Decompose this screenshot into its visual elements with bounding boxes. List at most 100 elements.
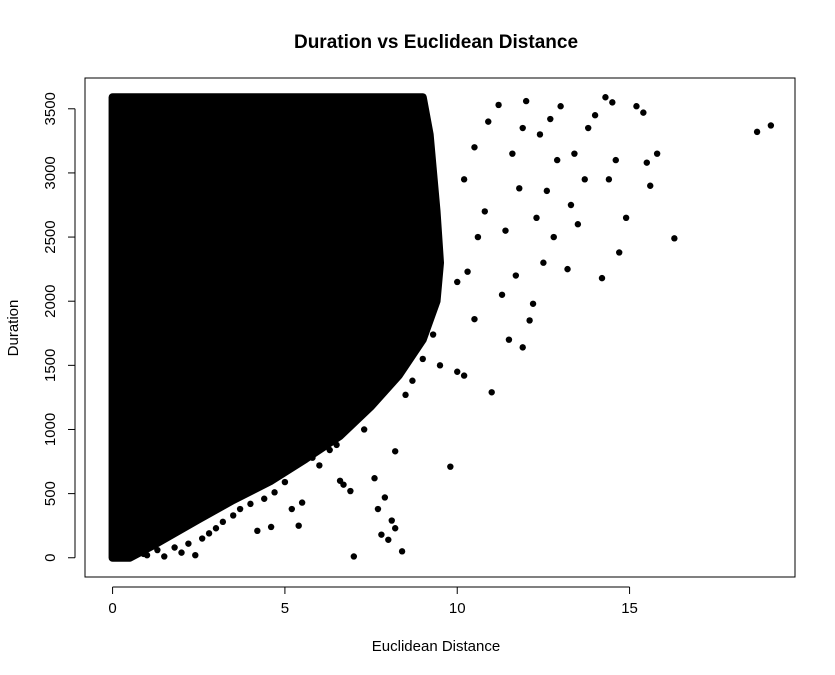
data-point <box>591 112 599 119</box>
data-point <box>391 448 399 455</box>
data-point <box>295 522 302 529</box>
x-tick-label: 0 <box>108 600 116 617</box>
data-point <box>616 249 623 256</box>
data-point <box>371 475 378 482</box>
data-point <box>212 525 220 532</box>
data-point <box>526 317 533 324</box>
data-point <box>581 176 588 183</box>
x-axis-label: Euclidean Distance <box>372 638 500 655</box>
y-tick-label: 2500 <box>42 220 59 253</box>
data-point <box>185 540 192 547</box>
data-point <box>540 259 547 266</box>
data-point <box>381 494 389 501</box>
data-point <box>391 525 399 532</box>
data-point <box>543 187 551 195</box>
data-point <box>753 128 761 136</box>
data-point <box>471 144 478 151</box>
data-point <box>567 201 575 209</box>
data-point <box>564 265 571 273</box>
data-point <box>519 344 526 351</box>
data-point <box>360 426 368 433</box>
data-point <box>230 512 237 519</box>
data-point <box>536 131 544 138</box>
data-point <box>333 441 340 449</box>
data-point <box>533 214 540 222</box>
dense-point-cloud <box>108 93 444 562</box>
data-point <box>495 101 502 109</box>
y-tick-label: 1000 <box>42 413 59 446</box>
data-point <box>671 235 678 242</box>
data-point <box>261 495 268 502</box>
data-point <box>161 553 168 560</box>
data-point <box>643 159 650 166</box>
data-point <box>522 97 530 105</box>
data-point <box>288 505 295 513</box>
data-point <box>340 481 347 488</box>
data-point <box>498 291 506 298</box>
data-point <box>429 331 437 338</box>
data-point <box>409 377 416 384</box>
data-point <box>402 391 409 399</box>
data-point <box>460 176 468 183</box>
data-point <box>374 505 382 513</box>
plot-frame <box>84 77 796 578</box>
data-point <box>347 487 354 495</box>
y-axis: 0 500 1000 1500 2000 2500 3000 3500 <box>42 92 76 562</box>
data-point <box>574 221 582 228</box>
x-axis: 0 5 10 15 <box>108 586 638 617</box>
data-point <box>454 278 461 286</box>
data-point <box>553 156 561 164</box>
data-point <box>647 182 654 189</box>
data-point <box>512 272 520 279</box>
data-point <box>557 103 564 110</box>
data-point <box>502 227 509 234</box>
data-point <box>254 527 261 535</box>
data-point <box>236 505 244 513</box>
data-point <box>350 553 358 560</box>
y-axis-label: Duration <box>5 300 22 357</box>
data-point <box>281 478 289 486</box>
data-point <box>219 518 227 526</box>
data-point <box>447 463 454 470</box>
plot-area <box>108 93 775 562</box>
x-tick-label: 5 <box>281 600 289 617</box>
data-point <box>547 115 554 123</box>
data-point <box>309 454 316 461</box>
data-point <box>267 523 275 531</box>
data-point <box>436 362 444 369</box>
data-point <box>143 551 151 559</box>
y-tick-label: 1500 <box>42 349 59 382</box>
data-point <box>247 500 254 508</box>
y-tick-label: 0 <box>42 554 59 562</box>
y-tick-label: 2000 <box>42 285 59 318</box>
y-tick-label: 500 <box>42 481 59 506</box>
data-point <box>388 517 395 524</box>
data-point <box>609 99 616 106</box>
data-point <box>605 176 613 183</box>
data-point <box>298 499 306 506</box>
data-point <box>653 150 661 157</box>
data-point <box>419 355 426 363</box>
data-point <box>464 268 471 275</box>
data-point <box>767 122 775 129</box>
data-point <box>550 233 557 241</box>
data-point <box>326 446 333 454</box>
data-point <box>205 530 213 537</box>
x-tick-label: 15 <box>621 600 638 617</box>
data-point <box>471 315 478 323</box>
data-point <box>178 549 185 556</box>
data-point <box>488 389 495 396</box>
data-point <box>519 124 526 132</box>
data-point <box>385 536 392 543</box>
data-point <box>481 208 489 215</box>
data-point <box>598 274 606 282</box>
data-point <box>571 150 578 157</box>
data-point <box>154 546 161 554</box>
data-point <box>192 551 199 559</box>
data-point <box>622 214 630 222</box>
data-point <box>633 103 640 110</box>
data-point <box>460 372 468 379</box>
data-point <box>505 336 513 343</box>
data-point <box>398 548 406 555</box>
